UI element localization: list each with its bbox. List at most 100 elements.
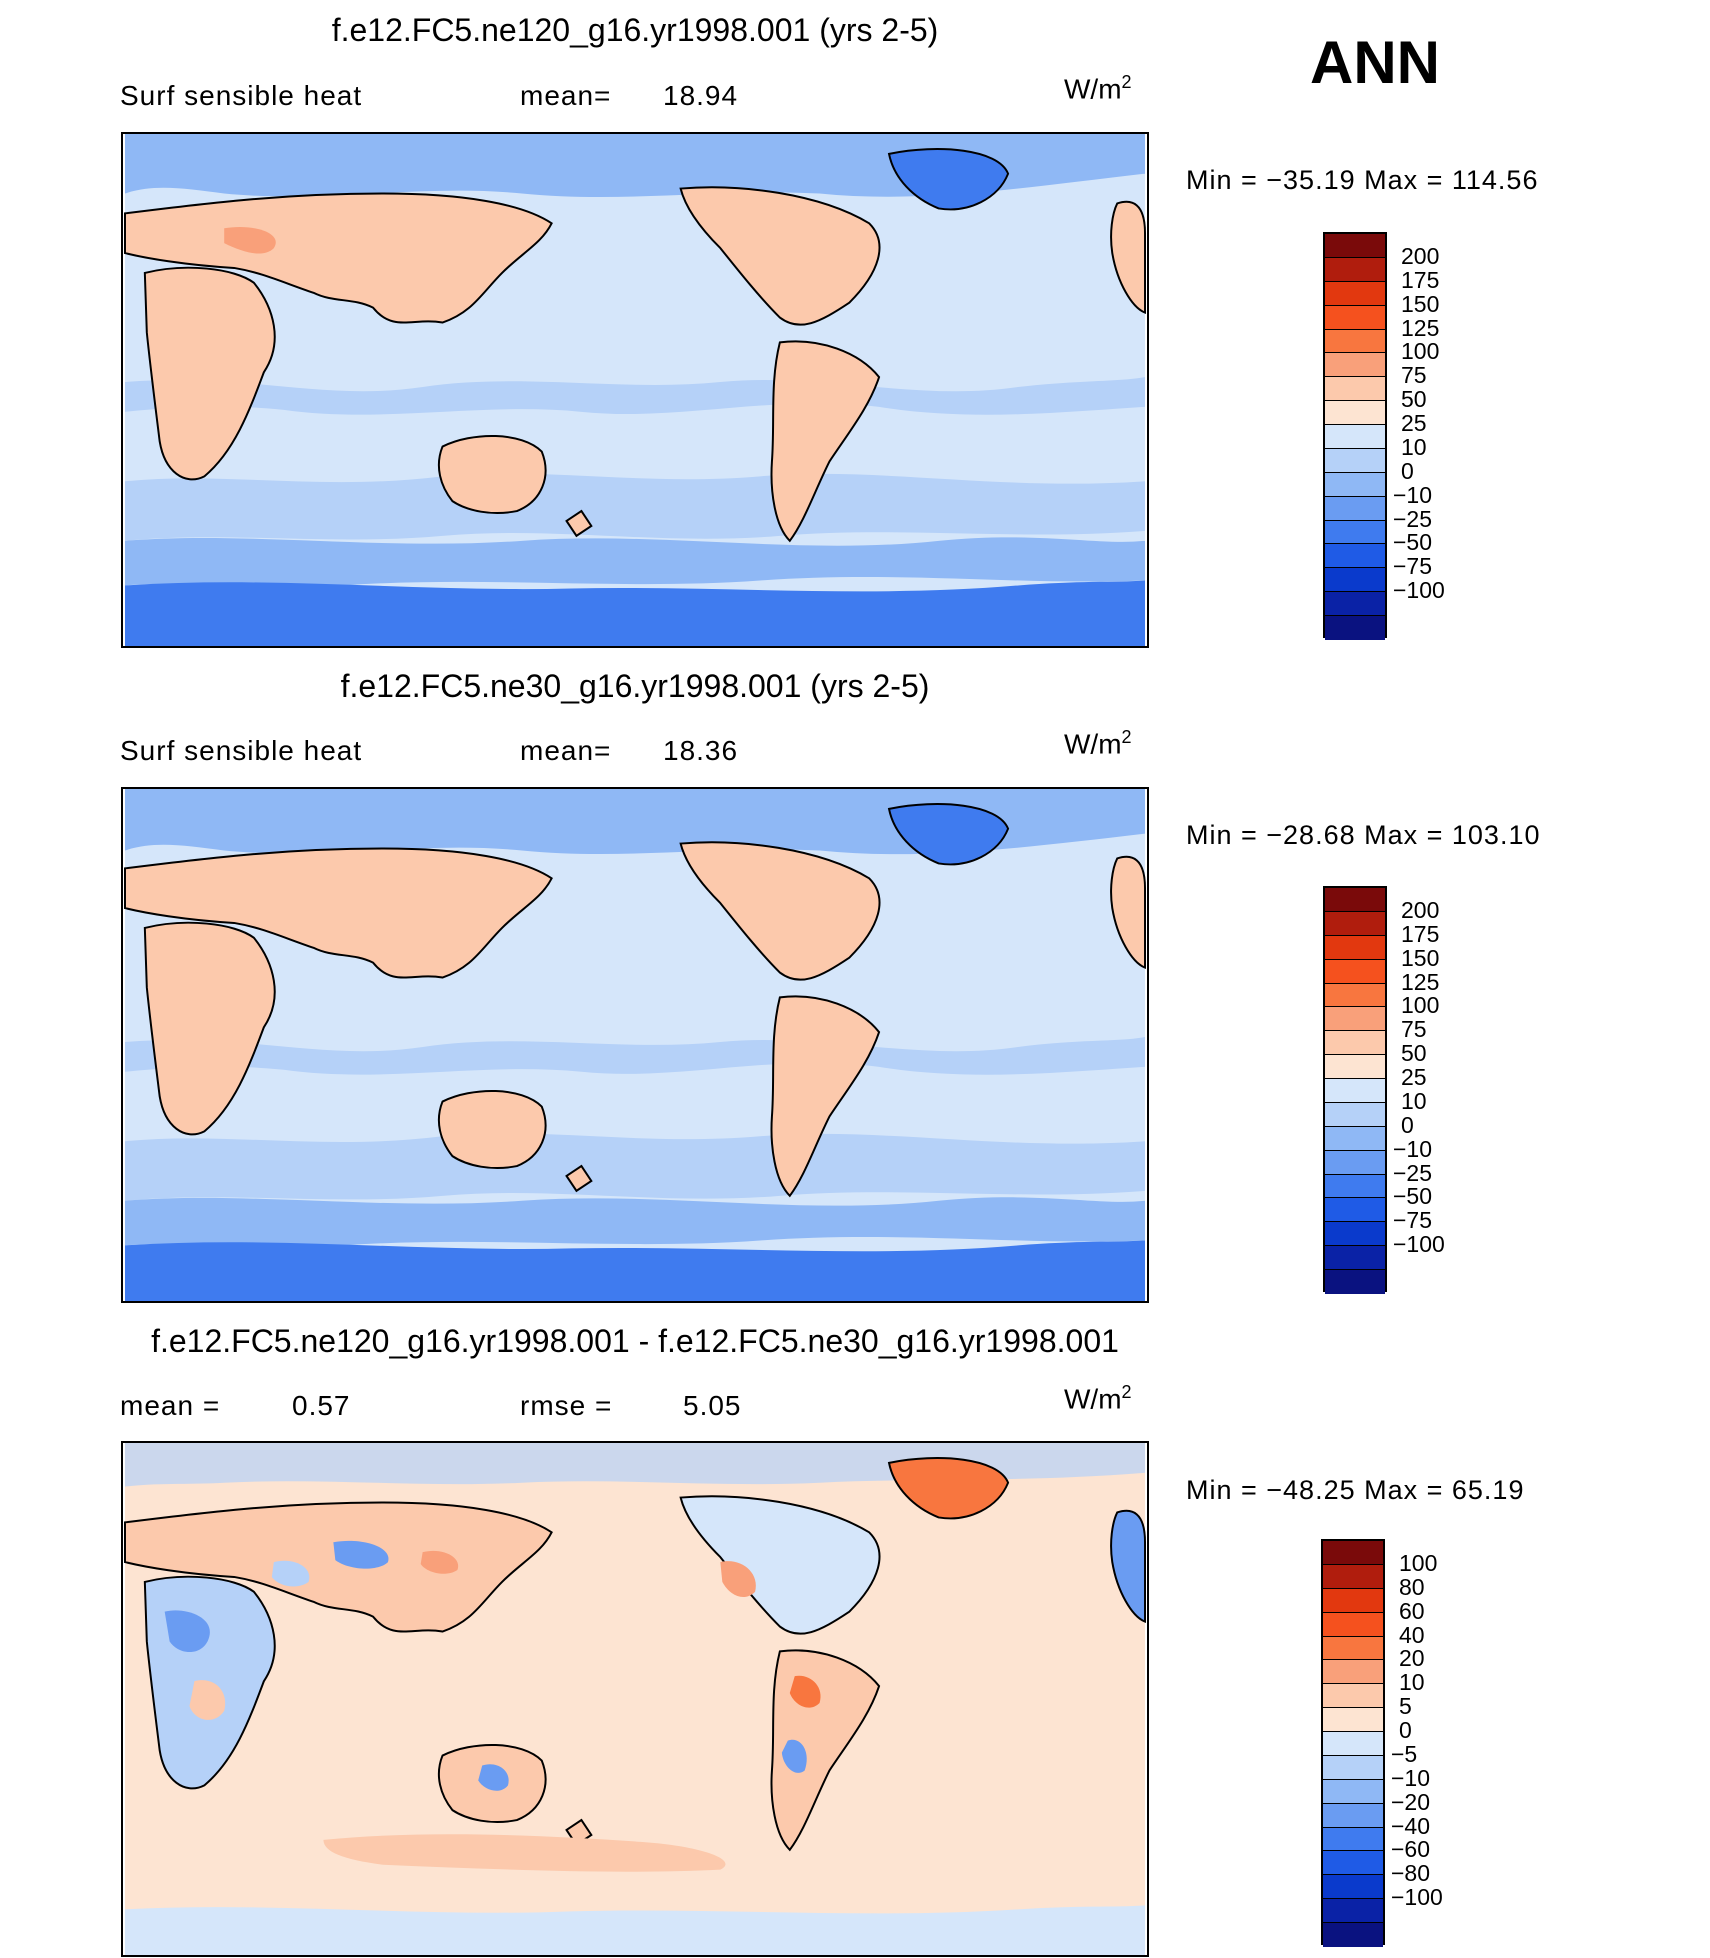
colorbar-swatch [1325,496,1385,521]
colorbar-swatch [1323,1755,1383,1780]
panel-2-stat1-value: 18.36 [663,735,739,766]
colorbar-swatch [1325,1126,1385,1151]
colorbar-tick-label: 40 [1399,1621,1425,1648]
colorbar-swatch [1325,935,1385,960]
panel-2-units: W/m2 [1064,727,1132,760]
colorbar-swatch [1323,1708,1383,1733]
colorbar-tick-label: −100 [1391,1884,1443,1911]
panel-2-colorbar-swatches [1325,888,1385,1294]
panel-3-map-svg [123,1443,1147,1955]
colorbar-swatch [1325,520,1385,545]
colorbar-tick-label: −100 [1393,577,1445,604]
colorbar-tick-label: 125 [1401,968,1440,995]
panel-3-title: f.e12.FC5.ne120_g16.yr1998.001 - f.e12.F… [151,1323,1119,1359]
panel-3-minmax: Min = −48.25 Max = 65.19 [1186,1475,1525,1505]
colorbar-tick-label: −10 [1393,481,1433,508]
colorbar-swatch [1325,353,1385,378]
colorbar-swatch [1325,959,1385,984]
panel-3-units: W/m2 [1064,1382,1132,1415]
colorbar-tick-label: 50 [1401,386,1427,413]
colorbar-tick-label: 80 [1399,1573,1425,1600]
colorbar-tick-label: 100 [1401,338,1440,365]
panel-2-map [121,787,1149,1303]
colorbar-tick-label: 150 [1401,944,1440,971]
colorbar-tick-label: 10 [1401,1087,1427,1114]
colorbar-swatch [1323,1588,1383,1613]
colorbar-tick-label: −10 [1391,1764,1431,1791]
colorbar-tick-label: −5 [1391,1740,1418,1767]
colorbar-swatch [1325,1270,1385,1294]
panel-2-variable-label: Surf sensible heat [120,735,363,766]
colorbar-swatch [1325,401,1385,426]
colorbar-tick-label: −75 [1393,553,1433,580]
colorbar-tick-label: 125 [1401,314,1440,341]
panel-2-minmax: Min = −28.68 Max = 103.10 [1186,820,1541,850]
colorbar-tick-label: 60 [1399,1597,1425,1624]
panel-1-units-base: W/m [1064,73,1122,105]
panel-1-colorbar-swatches [1325,234,1385,640]
colorbar-swatch [1323,1732,1383,1756]
panel-3-map [121,1441,1149,1957]
panel-1-colorbar [1323,232,1387,640]
colorbar-swatch [1325,983,1385,1008]
colorbar-tick-label: 5 [1399,1693,1412,1720]
colorbar-swatch [1323,1660,1383,1685]
colorbar-swatch [1323,1827,1383,1852]
colorbar-swatch [1325,257,1385,282]
colorbar-tick-label: 100 [1399,1549,1438,1576]
colorbar-swatch [1325,1055,1385,1080]
colorbar-swatch [1323,1779,1383,1804]
colorbar-tick-label: −25 [1393,1159,1433,1186]
colorbar-tick-label: 50 [1401,1040,1427,1067]
panel-1-minmax: Min = −35.19 Max = 114.56 [1186,165,1539,195]
colorbar-tick-label: 150 [1401,290,1440,317]
colorbar-tick-label: 10 [1399,1669,1425,1696]
panel-1-variable-label: Surf sensible heat [120,80,363,111]
colorbar-tick-label: −10 [1393,1135,1433,1162]
colorbar-swatch [1325,281,1385,306]
colorbar-tick-label: −60 [1391,1836,1431,1863]
panel-2-colorbar [1323,886,1387,1294]
colorbar-swatch [1325,1150,1385,1175]
panel-1-stat1-label: mean= [520,80,612,111]
colorbar-swatch [1323,1899,1383,1924]
panel-3-stat2-label: rmse = [520,1390,613,1421]
colorbar-tick-label: −25 [1393,505,1433,532]
panel-3-colorbar [1321,1539,1385,1947]
panel-2-map-svg [123,789,1147,1301]
colorbar-swatch [1325,448,1385,473]
colorbar-swatch [1323,1636,1383,1661]
colorbar-swatch [1325,425,1385,449]
colorbar-swatch [1325,1174,1385,1199]
panel-1-stat1-value: 18.94 [663,80,739,111]
panel-3-units-base: W/m [1064,1383,1122,1415]
colorbar-swatch [1323,1541,1383,1565]
colorbar-tick-label: −20 [1391,1788,1431,1815]
colorbar-tick-label: −40 [1391,1812,1431,1839]
panel-3-stat1-label: mean = [120,1390,221,1421]
colorbar-swatch [1323,1684,1383,1709]
colorbar-tick-label: 200 [1401,242,1440,269]
colorbar-tick-label: 10 [1401,433,1427,460]
panel-3-stat1-value: 0.57 [292,1390,351,1421]
colorbar-swatch [1325,568,1385,593]
colorbar-swatch [1325,888,1385,912]
colorbar-tick-label: 0 [1401,457,1414,484]
colorbar-swatch [1325,305,1385,330]
colorbar-tick-label: 75 [1401,362,1427,389]
panel-1-map [121,132,1149,648]
colorbar-swatch [1325,911,1385,936]
colorbar-tick-label: 25 [1401,1064,1427,1091]
colorbar-tick-label: 175 [1401,266,1440,293]
colorbar-tick-label: 100 [1401,992,1440,1019]
colorbar-tick-label: −80 [1391,1860,1431,1887]
colorbar-swatch [1325,1007,1385,1032]
colorbar-swatch [1325,377,1385,402]
panel-1-units: W/m2 [1064,72,1132,105]
panel-1-title: f.e12.FC5.ne120_g16.yr1998.001 (yrs 2-5) [331,12,939,48]
colorbar-swatch [1325,1222,1385,1247]
colorbar-tick-label: 25 [1401,410,1427,437]
panel-3-stat2-value: 5.05 [683,1390,742,1421]
colorbar-tick-label: −75 [1393,1207,1433,1234]
colorbar-tick-label: 0 [1399,1717,1412,1744]
